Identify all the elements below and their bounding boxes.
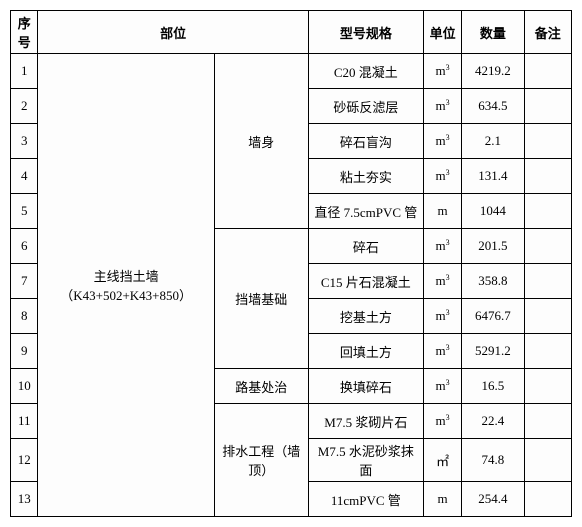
cell-spec: 直径 7.5cmPVC 管: [308, 194, 423, 229]
cell-subpart-wallbody: 墙身: [214, 54, 308, 229]
cell-spec: M7.5 水泥砂浆抹面: [308, 439, 423, 482]
cell-unit: m: [423, 482, 461, 517]
cell-seq: 7: [11, 264, 38, 299]
cell-note: [524, 229, 571, 264]
cell-seq: 1: [11, 54, 38, 89]
cell-seq: 8: [11, 299, 38, 334]
cell-qty: 5291.2: [462, 334, 524, 369]
cell-spec: 砂砾反滤层: [308, 89, 423, 124]
header-spec: 型号规格: [308, 11, 423, 54]
cell-qty: 2.1: [462, 124, 524, 159]
cell-seq: 9: [11, 334, 38, 369]
cell-subpart-drainage: 排水工程（墙顶）: [214, 404, 308, 517]
cell-seq: 10: [11, 369, 38, 404]
cell-unit: m3: [423, 334, 461, 369]
cell-seq: 6: [11, 229, 38, 264]
cell-spec: 碎石盲沟: [308, 124, 423, 159]
header-seq: 序号: [11, 11, 38, 54]
cell-qty: 201.5: [462, 229, 524, 264]
cell-main-part: 主线挡土墙（K43+502+K43+850）: [38, 54, 214, 517]
cell-qty: 22.4: [462, 404, 524, 439]
cell-note: [524, 404, 571, 439]
cell-spec: 挖基土方: [308, 299, 423, 334]
cell-note: [524, 482, 571, 517]
cell-qty: 6476.7: [462, 299, 524, 334]
cell-seq: 13: [11, 482, 38, 517]
cell-unit: m3: [423, 124, 461, 159]
cell-unit: m3: [423, 369, 461, 404]
cell-unit: m3: [423, 159, 461, 194]
cell-spec: 粘土夯实: [308, 159, 423, 194]
cell-unit: m3: [423, 89, 461, 124]
cell-spec: M7.5 浆砌片石: [308, 404, 423, 439]
cell-note: [524, 159, 571, 194]
cell-note: [524, 299, 571, 334]
cell-unit: m3: [423, 54, 461, 89]
cell-unit: m: [423, 194, 461, 229]
cell-qty: 16.5: [462, 369, 524, 404]
cell-note: [524, 264, 571, 299]
cell-qty: 4219.2: [462, 54, 524, 89]
cell-note: [524, 54, 571, 89]
cell-seq: 11: [11, 404, 38, 439]
cell-qty: 358.8: [462, 264, 524, 299]
cell-spec: 回填土方: [308, 334, 423, 369]
materials-table: 序号 部位 型号规格 单位 数量 备注 1 主线挡土墙（K43+502+K43+…: [10, 10, 572, 517]
header-part: 部位: [38, 11, 308, 54]
cell-unit: m3: [423, 299, 461, 334]
cell-qty: 254.4: [462, 482, 524, 517]
cell-unit: ㎡: [423, 439, 461, 482]
cell-note: [524, 369, 571, 404]
table-row: 1 主线挡土墙（K43+502+K43+850） 墙身 C20 混凝土 m3 4…: [11, 54, 572, 89]
header-unit: 单位: [423, 11, 461, 54]
cell-subpart-foundation: 挡墙基础: [214, 229, 308, 369]
cell-seq: 4: [11, 159, 38, 194]
cell-qty: 1044: [462, 194, 524, 229]
cell-note: [524, 89, 571, 124]
header-qty: 数量: [462, 11, 524, 54]
cell-spec: 换填碎石: [308, 369, 423, 404]
cell-seq: 5: [11, 194, 38, 229]
cell-seq: 2: [11, 89, 38, 124]
header-note: 备注: [524, 11, 571, 54]
header-row: 序号 部位 型号规格 单位 数量 备注: [11, 11, 572, 54]
cell-unit: m3: [423, 264, 461, 299]
cell-qty: 74.8: [462, 439, 524, 482]
cell-seq: 12: [11, 439, 38, 482]
cell-spec: C15 片石混凝土: [308, 264, 423, 299]
cell-spec: 11cmPVC 管: [308, 482, 423, 517]
cell-note: [524, 334, 571, 369]
cell-note: [524, 439, 571, 482]
cell-note: [524, 194, 571, 229]
cell-unit: m3: [423, 404, 461, 439]
cell-qty: 131.4: [462, 159, 524, 194]
cell-spec: 碎石: [308, 229, 423, 264]
cell-subpart-roadbed: 路基处治: [214, 369, 308, 404]
cell-note: [524, 124, 571, 159]
cell-seq: 3: [11, 124, 38, 159]
cell-spec: C20 混凝土: [308, 54, 423, 89]
cell-unit: m3: [423, 229, 461, 264]
cell-qty: 634.5: [462, 89, 524, 124]
